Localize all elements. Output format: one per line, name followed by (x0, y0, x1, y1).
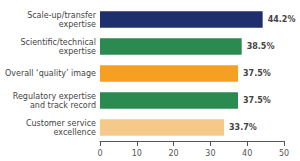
svg-text:excellence: excellence (54, 128, 97, 137)
svg-text:Regulatory expertise: Regulatory expertise (13, 92, 96, 101)
svg-text:Scientific/technical: Scientific/technical (20, 38, 96, 47)
svg-text:10: 10 (132, 149, 142, 158)
svg-text:Overall ‘quality’ image: Overall ‘quality’ image (5, 69, 96, 78)
svg-text:30: 30 (205, 149, 215, 158)
svg-text:expertise: expertise (59, 47, 96, 56)
svg-text:0: 0 (97, 149, 102, 158)
svg-text:20: 20 (169, 149, 179, 158)
svg-text:37.5%: 37.5% (243, 96, 271, 105)
svg-text:40: 40 (242, 149, 252, 158)
svg-text:37.5%: 37.5% (243, 69, 271, 78)
svg-text:expertise: expertise (59, 20, 96, 29)
svg-text:44.2%: 44.2% (268, 15, 296, 24)
svg-text:50: 50 (279, 149, 289, 158)
svg-text:Customer service: Customer service (26, 119, 96, 128)
svg-text:33.7%: 33.7% (229, 123, 257, 132)
svg-text:Scale-up/transfer: Scale-up/transfer (27, 11, 97, 20)
svg-text:and track record: and track record (30, 101, 96, 110)
svg-text:38.5%: 38.5% (247, 42, 275, 51)
